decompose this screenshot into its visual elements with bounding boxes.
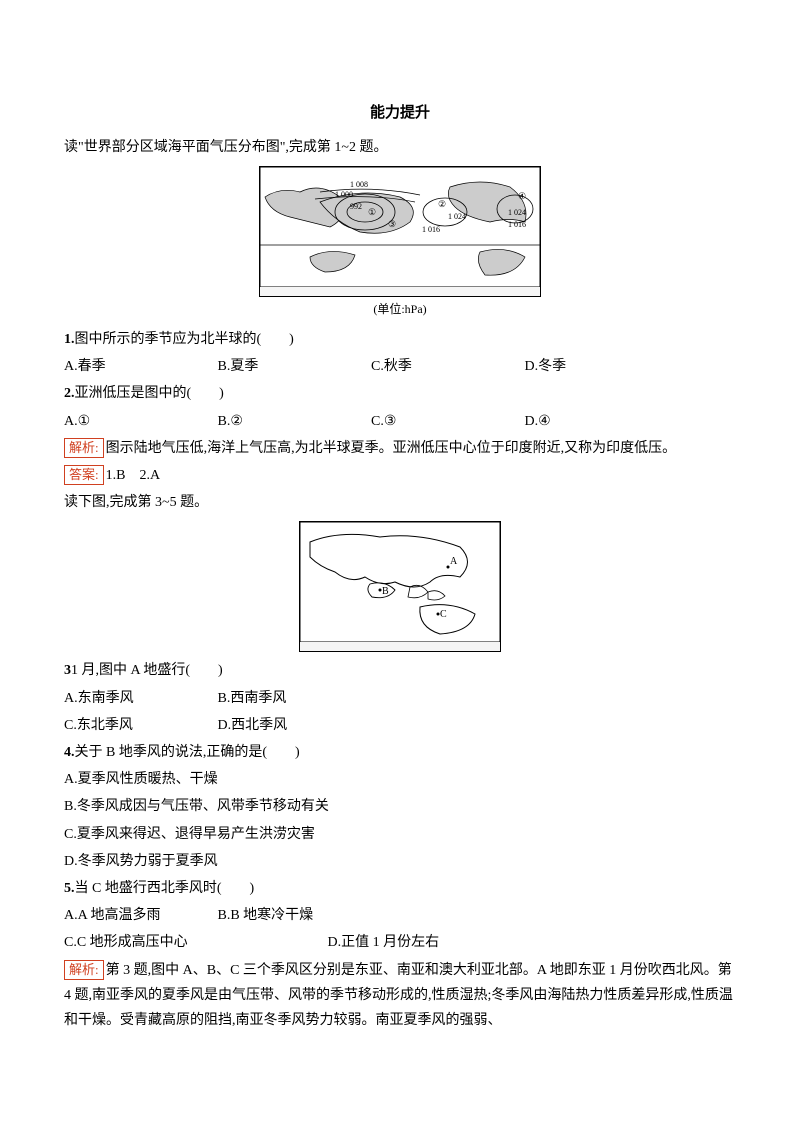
svg-text:992: 992 [350, 202, 362, 211]
q5-options-row1: A.A 地高温多雨 B.B 地寒冷干燥 [64, 903, 736, 928]
intro-text-1: 读"世界部分区域海平面气压分布图",完成第 1~2 题。 [64, 135, 736, 160]
q3-stem-text: 1 月,图中 A 地盛行( ) [71, 663, 223, 678]
q3-opt-a: A.东南季风 [64, 686, 214, 711]
q4-stem-text: 关于 B 地季风的说法,正确的是( ) [75, 745, 300, 760]
q4-opt-a: A.夏季风性质暖热、干燥 [64, 767, 736, 792]
analysis-2-text: 第 3 题,图中 A、B、C 三个季风区分别是东亚、南亚和澳大利亚北部。A 地即… [64, 963, 733, 1028]
analysis-2: 解析:第 3 题,图中 A、B、C 三个季风区分别是东亚、南亚和澳大利亚北部。A… [64, 958, 736, 1034]
svg-text:B: B [382, 586, 389, 597]
q1-stem: 1.图中所示的季节应为北半球的( ) [64, 327, 736, 352]
svg-text:④: ④ [518, 191, 526, 201]
q3-options-row2: C.东北季风 D.西北季风 [64, 713, 736, 738]
q4-opt-c: C.夏季风来得迟、退得早易产生洪涝灾害 [64, 822, 736, 847]
svg-text:①: ① [368, 207, 376, 217]
svg-text:1 016: 1 016 [422, 225, 440, 234]
q2-opt-b: B.② [218, 409, 368, 434]
page-title: 能力提升 [64, 100, 736, 127]
world-pressure-map-icon: 1 008 1 000 992 ① ③ ② 1 024 1 016 ④ 1 02… [260, 167, 540, 287]
q2-opt-d: D.④ [525, 409, 675, 434]
q1-stem-text: 图中所示的季节应为北半球的( ) [75, 332, 294, 347]
q2-stem: 2.亚洲低压是图中的( ) [64, 381, 736, 406]
q5-opt-b: B.B 地寒冷干燥 [218, 903, 368, 928]
q5-opt-a: A.A 地高温多雨 [64, 903, 214, 928]
figure-2-container: A B C [64, 521, 736, 652]
q3-stem: 31 月,图中 A 地盛行( ) [64, 658, 736, 683]
q2-opt-a: A.① [64, 409, 214, 434]
q3-opt-c: C.东北季风 [64, 713, 214, 738]
svg-text:1 000: 1 000 [335, 190, 353, 199]
svg-text:A: A [450, 556, 458, 567]
svg-text:1 016: 1 016 [508, 220, 526, 229]
q5-stem-text: 当 C 地盛行西北季风时( ) [75, 881, 255, 896]
q3-opt-b: B.西南季风 [218, 686, 368, 711]
figure-1-container: 1 008 1 000 992 ① ③ ② 1 024 1 016 ④ 1 02… [64, 166, 736, 321]
analysis-1-text: 图示陆地气压低,海洋上气压高,为北半球夏季。亚洲低压中心位于印度附近,又称为印度… [106, 441, 677, 456]
q1-opt-b: B.夏季 [218, 354, 368, 379]
figure-2: A B C [299, 521, 501, 652]
q2-options: A.① B.② C.③ D.④ [64, 409, 736, 434]
q1-opt-a: A.春季 [64, 354, 214, 379]
q5-stem: 5.当 C 地盛行西北季风时( ) [64, 876, 736, 901]
intro-text-2: 读下图,完成第 3~5 题。 [64, 490, 736, 515]
q1-opt-d: D.冬季 [525, 354, 675, 379]
q2-opt-c: C.③ [371, 409, 521, 434]
figure-1: 1 008 1 000 992 ① ③ ② 1 024 1 016 ④ 1 02… [259, 166, 541, 297]
q5-opt-c: C.C 地形成高压中心 [64, 930, 324, 955]
analysis-tag: 解析: [64, 438, 104, 458]
svg-text:C: C [440, 609, 447, 620]
q1-opt-c: C.秋季 [371, 354, 521, 379]
svg-text:1 008: 1 008 [350, 180, 368, 189]
answer-1-text: 1.B 2.A [106, 468, 160, 483]
q4-stem: 4.关于 B 地季风的说法,正确的是( ) [64, 740, 736, 765]
svg-text:③: ③ [388, 219, 396, 229]
figure-1-caption: (单位:hPa) [64, 299, 736, 321]
analysis-1: 解析:图示陆地气压低,海洋上气压高,为北半球夏季。亚洲低压中心位于印度附近,又称… [64, 436, 736, 461]
q3-options-row1: A.东南季风 B.西南季风 [64, 686, 736, 711]
svg-text:1 024: 1 024 [448, 212, 466, 221]
answer-1: 答案:1.B 2.A [64, 463, 736, 488]
q2-stem-text: 亚洲低压是图中的( ) [75, 386, 224, 401]
q4-opt-d: D.冬季风势力弱于夏季风 [64, 849, 736, 874]
svg-text:1 024: 1 024 [508, 208, 526, 217]
analysis-tag-2: 解析: [64, 960, 104, 980]
answer-tag: 答案: [64, 465, 104, 485]
q5-options-row2: C.C 地形成高压中心 D.正值 1 月份左右 [64, 930, 736, 955]
q5-opt-d: D.正值 1 月份左右 [328, 930, 440, 955]
q4-opt-b: B.冬季风成因与气压带、风带季节移动有关 [64, 794, 736, 819]
svg-text:②: ② [438, 199, 446, 209]
q1-options: A.春季 B.夏季 C.秋季 D.冬季 [64, 354, 736, 379]
asia-australia-map-icon: A B C [300, 522, 500, 642]
q3-num: 3 [64, 663, 71, 678]
q3-opt-d: D.西北季风 [218, 713, 368, 738]
